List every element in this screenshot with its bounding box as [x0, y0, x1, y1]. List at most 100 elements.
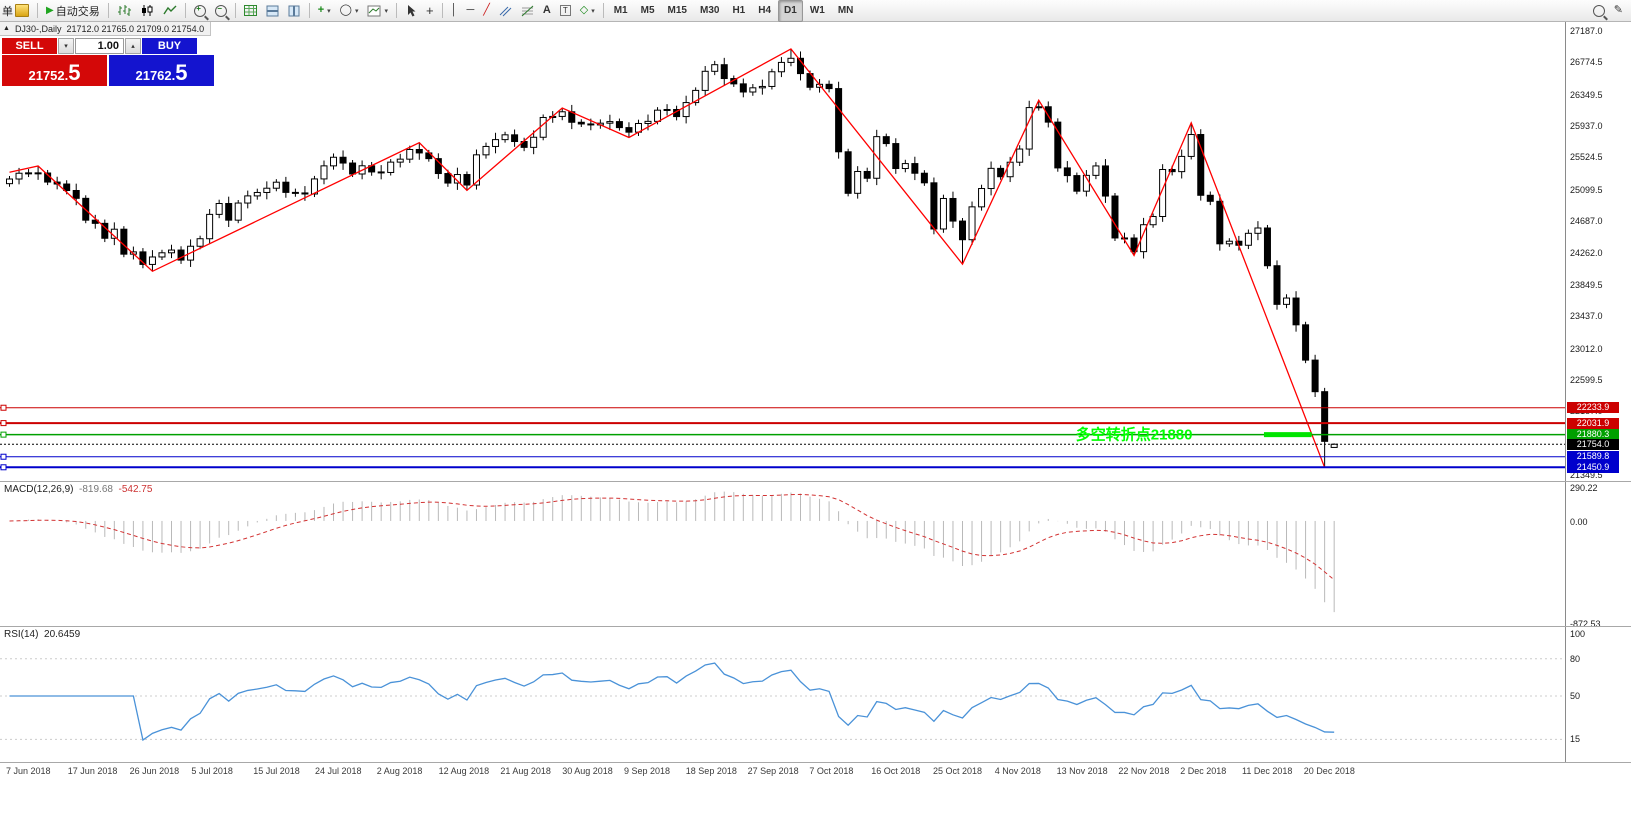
channel-tool[interactable] [495, 0, 516, 22]
timeframe-d1[interactable]: D1 [778, 0, 803, 22]
rsi-chart-svg[interactable] [0, 628, 1565, 763]
price-chart-panel: 多空转折点21880 ▲ DJ30-,Daily 21712.0 21765.0… [0, 22, 1631, 481]
search-button[interactable] [1589, 0, 1609, 22]
zoom-out-icon: − [214, 4, 227, 17]
macd-label: MACD(12,26,9) -819.68 -542.75 [4, 484, 153, 495]
line-selection-handle[interactable] [0, 464, 7, 471]
timeframe-h4[interactable]: H4 [758, 5, 772, 16]
crosshair-button[interactable]: + [422, 0, 438, 22]
date-axis-label: 11 Dec 2018 [1242, 766, 1293, 776]
fibonacci-tool[interactable] [517, 0, 538, 22]
timeframe-mn[interactable]: MN [837, 5, 854, 16]
candlestick-chart-icon [141, 5, 153, 16]
current-price-badge: 21754.0 [1567, 438, 1619, 450]
text-tool[interactable]: A [539, 0, 555, 22]
macd-chart-svg[interactable] [0, 483, 1565, 627]
bar-chart-button[interactable] [113, 0, 135, 22]
candlestick-chart-button[interactable] [136, 0, 158, 22]
volume-increase-button[interactable]: ▴ [125, 38, 141, 54]
chart-window-tab[interactable]: ▲ DJ30-,Daily 21712.0 21765.0 21709.0 21… [0, 22, 212, 36]
buy-price[interactable]: 21762. 5 [109, 55, 214, 86]
pencil-icon: ✎ [1613, 4, 1623, 16]
date-axis-label: 13 Nov 2018 [1056, 766, 1108, 776]
price-axis-label: 22599.5 [1570, 374, 1603, 385]
turning-point-marker[interactable] [1263, 432, 1312, 438]
indicators-button[interactable]: + ▾ [314, 0, 335, 22]
collapse-quote-panel-icon[interactable]: ▲ [3, 25, 10, 32]
text-tool-icon: A [542, 4, 551, 16]
timeframe-m1[interactable]: M1 [613, 5, 628, 16]
date-axis-label: 24 Jul 2018 [315, 766, 362, 776]
label-tool[interactable]: T [556, 0, 575, 22]
fibonacci-icon [521, 5, 534, 16]
arrows-tool[interactable]: ◇ ▾ [576, 0, 599, 22]
price-axis[interactable]: 27187.0 26774.5 26349.5 25937.0 25524.5 25099… [1565, 22, 1631, 481]
rsi-line [9, 662, 1335, 742]
timeframe-w1[interactable]: W1 [809, 5, 825, 16]
macd-value: -819.68 [79, 484, 113, 495]
date-axis[interactable]: 7 Jun 2018 17 Jun 2018 26 Jun 2018 5 Jul 20… [0, 762, 1631, 780]
line-selection-handle[interactable] [0, 420, 7, 427]
tile-vertically-icon [288, 5, 300, 16]
cursor-icon [408, 5, 416, 17]
rsi-panel: RSI(14) 20.6459 100 80 50 15 [0, 626, 1631, 762]
zoom-out-button[interactable]: − [211, 0, 231, 22]
timeframe-m30[interactable]: M30 [699, 5, 720, 16]
buy-button[interactable]: BUY [142, 38, 197, 54]
price-axis-label: 26774.5 [1570, 57, 1603, 68]
date-axis-label: 22 Nov 2018 [1118, 766, 1170, 776]
vertical-line-tool[interactable]: │ [447, 0, 462, 22]
date-axis-label: 30 Aug 2018 [562, 766, 613, 776]
level-price-badge: 21880.3 [1567, 429, 1619, 441]
chevron-down-icon: ▾ [384, 7, 388, 15]
objects-icon: ◯ [339, 4, 352, 16]
date-axis-label: 25 Oct 2018 [933, 766, 983, 776]
macd-axis-label: 290.22 [1570, 483, 1598, 493]
templates-button[interactable]: ▾ [363, 0, 392, 22]
horizontal-line-tool[interactable]: ─ [462, 0, 478, 22]
rsi-value: 20.6459 [44, 629, 81, 640]
rsi-axis[interactable]: 100 80 50 15 [1565, 627, 1631, 762]
cursor-button[interactable] [401, 0, 421, 22]
toolbar-separator [107, 3, 109, 18]
level-price-badge: 21589.8 [1567, 451, 1619, 463]
channel-icon [499, 6, 512, 16]
macd-signal-line [9, 493, 1335, 581]
objects-button[interactable]: ◯ ▾ [336, 0, 363, 22]
autotrading-button[interactable]: ▶ 自动交易 [42, 0, 104, 22]
tile-horizontally-button[interactable] [262, 0, 283, 22]
volume-input[interactable] [75, 38, 124, 54]
line-selection-handle[interactable] [0, 404, 7, 411]
date-axis-label: 18 Sep 2018 [685, 766, 737, 776]
compose-button[interactable]: ✎ [1610, 0, 1627, 22]
trendline-tool[interactable]: ╱ [479, 0, 494, 22]
line-selection-handle[interactable] [0, 431, 7, 438]
turning-point-annotation[interactable]: 多空转折点21880 [1076, 426, 1193, 444]
label-tool-icon: T [559, 5, 571, 16]
timeframe-m5[interactable]: M5 [640, 5, 655, 16]
price-chart-svg[interactable]: 多空转折点21880 [0, 22, 1565, 481]
timeframe-h1[interactable]: H1 [732, 5, 746, 16]
timeframe-m15[interactable]: M15 [667, 5, 687, 16]
date-axis-label: 15 Jul 2018 [253, 766, 300, 776]
volume-decrease-button[interactable]: ▾ [58, 38, 74, 54]
templates-icon [367, 5, 381, 16]
macd-axis-label: -872.53 [1570, 619, 1601, 629]
macd-axis[interactable]: 290.22 0.00 -872.53 [1565, 482, 1631, 629]
line-selection-handle[interactable] [0, 453, 7, 460]
macd-panel: MACD(12,26,9) -819.68 -542.75 290.22 0.00… [0, 481, 1631, 629]
price-axis-label: 23012.0 [1570, 343, 1603, 354]
line-chart-button[interactable] [159, 0, 181, 22]
date-axis-label: 5 Jul 2018 [191, 766, 233, 776]
tile-windows-button[interactable] [240, 0, 261, 22]
price-axis-label: 23437.0 [1570, 311, 1603, 322]
new-order-button[interactable]: 单 [0, 0, 33, 22]
level-price-badge: 21450.9 [1567, 461, 1619, 473]
tile-vertically-button[interactable] [284, 0, 305, 22]
sell-price[interactable]: 21752. 5 [2, 55, 107, 86]
autotrading-play-icon: ▶ [46, 4, 54, 16]
zigzag-line [9, 48, 1326, 468]
zoom-in-icon: + [193, 4, 206, 17]
sell-button[interactable]: SELL [2, 38, 57, 54]
zoom-in-button[interactable]: + [190, 0, 210, 22]
